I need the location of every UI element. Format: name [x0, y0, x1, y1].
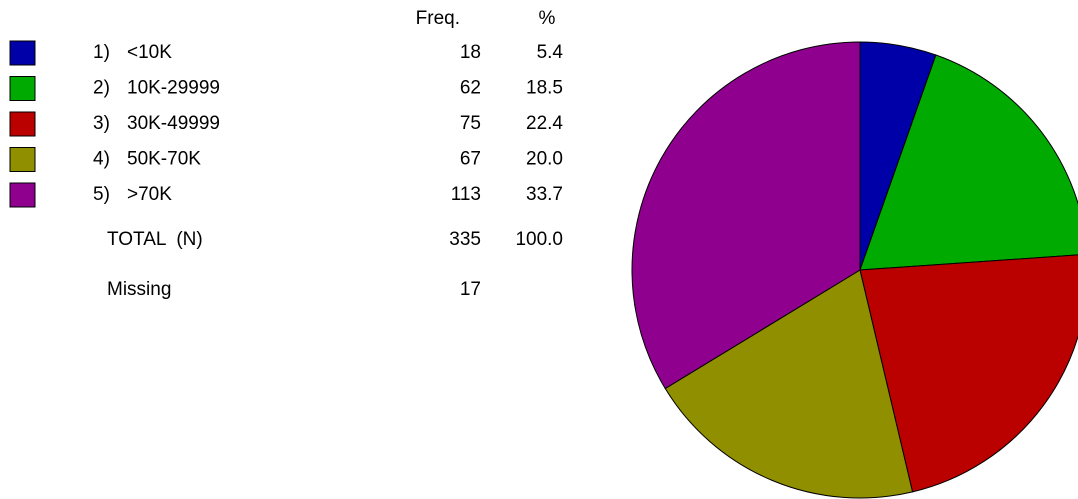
- legend-swatch: [9, 111, 36, 137]
- category-label: >70K: [127, 184, 172, 205]
- missing-freq: 17: [460, 279, 481, 300]
- freq-value: 18: [460, 42, 481, 63]
- category-number: 5): [93, 184, 110, 205]
- freq-value: 62: [460, 78, 481, 99]
- pie-slice: [664, 269, 914, 499]
- header-percent: %: [539, 8, 556, 29]
- legend-swatch: [9, 182, 36, 208]
- category-label: 50K-70K: [127, 149, 201, 170]
- category-label: <10K: [127, 42, 172, 63]
- legend-swatch: [9, 147, 36, 172]
- category-label: 10K-29999: [127, 78, 220, 99]
- freq-value: 67: [460, 149, 481, 170]
- freq-value: 113: [451, 184, 481, 205]
- category-label: 30K-49999: [127, 113, 220, 134]
- percent-value: 22.4: [526, 113, 563, 134]
- pie-slice: [631, 41, 861, 390]
- total-label: TOTAL (N): [107, 229, 203, 250]
- percent-value: 5.4: [537, 42, 564, 63]
- total-percent: 100.0: [515, 229, 563, 250]
- category-number: 3): [93, 113, 110, 134]
- header-freq: Freq.: [416, 8, 460, 29]
- pie-slice: [859, 54, 1078, 271]
- total-freq: 335: [449, 229, 481, 250]
- legend-swatch: [9, 76, 36, 101]
- freq-value: 75: [460, 113, 481, 134]
- category-number: 4): [93, 149, 110, 170]
- category-number: 1): [93, 42, 110, 63]
- missing-label: Missing: [107, 279, 171, 300]
- pie-slice: [859, 254, 1078, 493]
- percent-value: 33.7: [526, 184, 563, 205]
- legend-swatch: [9, 40, 36, 66]
- percent-value: 20.0: [526, 149, 563, 170]
- percent-value: 18.5: [526, 78, 563, 99]
- category-number: 2): [93, 78, 110, 99]
